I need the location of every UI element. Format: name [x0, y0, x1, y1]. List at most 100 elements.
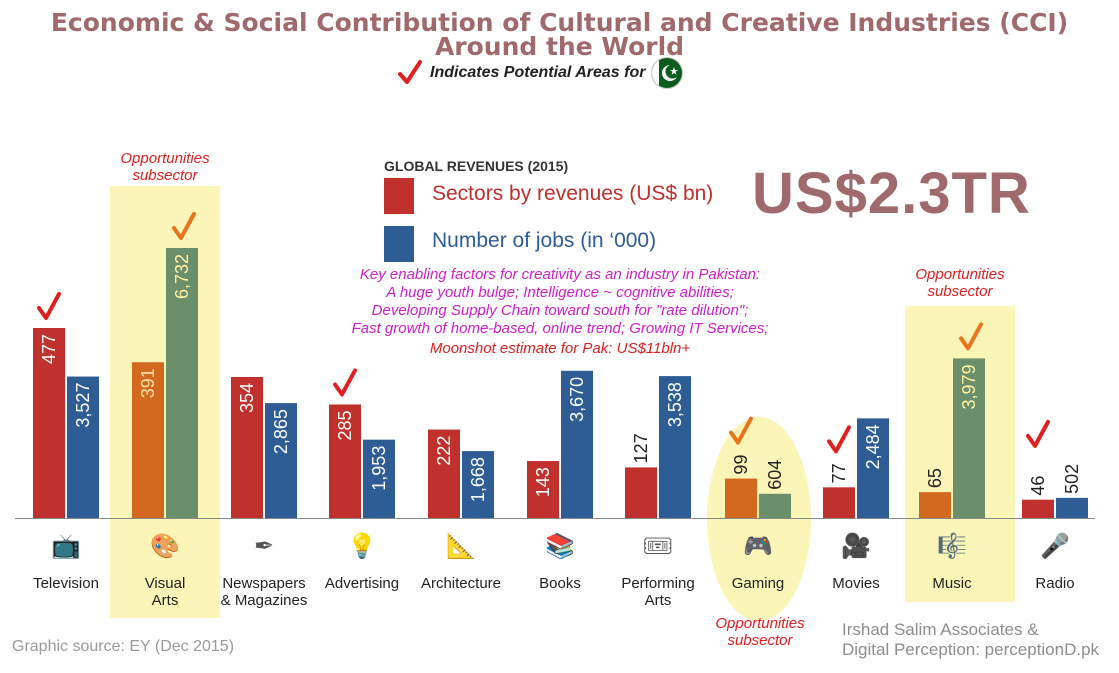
jobs-value-label: 2,865 — [271, 409, 291, 454]
category-label: Movies — [801, 575, 911, 592]
subtitle-text: Indicates Potential Areas for — [430, 64, 646, 81]
revenue-value-label: 477 — [39, 334, 59, 364]
potential-area-checkmark-icon — [827, 425, 851, 454]
revenue-bar — [823, 487, 855, 518]
pen-nib-icon: ✒ — [253, 532, 275, 560]
jobs-value-label: 6,732 — [172, 254, 192, 299]
jobs-value-label: 604 — [765, 460, 785, 490]
microphone-icon: 🎤 — [1040, 532, 1070, 560]
jobs-value-label: 1,668 — [468, 457, 488, 502]
category-label: Television — [11, 575, 121, 592]
factors-line: A huge youth bulge; Intelligence ~ cogni… — [386, 284, 734, 301]
revenue-value-label: 285 — [335, 410, 355, 440]
legend-title: GLOBAL REVENUES (2015) — [384, 158, 569, 174]
opportunities-label-music: Opportunities subsector — [890, 266, 1030, 300]
opportunities-line1: Opportunities — [715, 615, 805, 632]
potential-area-checkmark-icon — [1026, 419, 1050, 448]
category-label: Performing Arts — [603, 575, 713, 609]
chart-title-line1: Economic & Social Contribution of Cultur… — [50, 8, 1069, 37]
category-label-line: Architecture — [420, 575, 502, 592]
music-staff-icon: 🎼 — [937, 532, 967, 560]
credits: Irshad Salim Associates & Digital Percep… — [842, 620, 1099, 660]
ticket-icon: 🎟 — [642, 532, 674, 560]
moonshot-estimate: Moonshot estimate for Pak: US$11bln+ — [429, 340, 691, 357]
category-label: Architecture — [406, 575, 516, 592]
opportunities-line2: subsector — [927, 283, 993, 300]
opportunities-line2: subsector — [132, 167, 198, 184]
jobs-value-label: 2,484 — [863, 424, 883, 469]
category-label: Music — [897, 575, 1007, 592]
factors-line: Key enabling factors for creativity as a… — [359, 266, 761, 283]
revenue-value-label: 391 — [138, 368, 158, 398]
jobs-value-label: 3,527 — [73, 383, 93, 428]
revenue-value-label: 77 — [829, 463, 849, 483]
category-label-line: Visual — [144, 575, 186, 592]
jobs-value-label: 3,670 — [567, 377, 587, 422]
category-label-line: Television — [33, 575, 99, 592]
pakistan-flag-icon — [651, 57, 684, 89]
legend-jobs-swatch — [384, 226, 414, 262]
legend-revenues-label: Sectors by revenues (US$ bn) — [432, 182, 714, 205]
checkmark-icon — [398, 60, 422, 84]
jobs-bar — [363, 439, 395, 518]
revenue-bar — [428, 429, 460, 518]
potential-area-checkmark-icon — [172, 212, 196, 240]
legend-jobs-label: Number of jobs (in ‘000) — [432, 229, 657, 252]
category-label-line: Movies — [832, 575, 880, 592]
graphic-source: Graphic source: EY (Dec 2015) — [12, 638, 235, 655]
category-label: Newspapers & Magazines — [209, 575, 319, 609]
potential-area-checkmark-icon — [333, 368, 357, 397]
category-label: Books — [505, 575, 615, 592]
jobs-bar — [265, 403, 297, 518]
chart-baseline — [15, 518, 1095, 519]
highlight-gaming — [707, 417, 811, 621]
revenue-bar — [725, 478, 757, 518]
category-label: Radio — [1000, 575, 1110, 592]
opportunities-label-gaming: Opportunities subsector — [690, 615, 830, 649]
category-label-line: Arts — [151, 592, 179, 609]
jobs-bar — [857, 418, 889, 518]
category-label-line: Music — [932, 575, 972, 592]
subtitle-row: Indicates Potential Areas for — [398, 57, 684, 89]
jobs-value-label: 3,979 — [959, 364, 979, 409]
compass-icon: 📐 — [446, 532, 476, 560]
revenue-value-label: 127 — [631, 433, 651, 463]
category-label: Visual Arts — [110, 575, 220, 609]
revenue-value-label: 65 — [925, 468, 945, 488]
jobs-bar — [67, 376, 99, 518]
category-label-line: Arts — [644, 592, 672, 609]
revenue-value-label: 354 — [237, 383, 257, 413]
potential-area-checkmark-icon — [959, 322, 983, 351]
category-label-line: Advertising — [324, 575, 400, 592]
books-icon: 📚 — [545, 532, 575, 560]
jobs-value-label: 502 — [1062, 464, 1082, 494]
revenue-value-label: 222 — [434, 436, 454, 466]
opportunities-line1: Opportunities — [915, 266, 1005, 283]
category-label-line: Performing — [621, 575, 695, 592]
jobs-bar — [1056, 497, 1088, 518]
jobs-bar — [462, 451, 494, 518]
factors-line: Developing Supply Chain toward south for… — [371, 302, 749, 319]
jobs-value-label: 1,953 — [369, 446, 389, 491]
revenue-value-label: 99 — [731, 455, 751, 475]
revenue-bar — [625, 467, 657, 518]
credit-line2: Digital Perception: perceptionD.pk — [842, 640, 1100, 659]
potential-area-checkmark-icon — [729, 416, 753, 445]
category-label-line: Newspapers — [222, 575, 306, 592]
opportunities-line2: subsector — [727, 632, 793, 649]
potential-area-checkmark-icon — [37, 292, 61, 320]
revenue-bar — [33, 328, 65, 518]
film-camera-icon: 🎥 — [841, 532, 871, 560]
jobs-bar — [759, 493, 791, 518]
jobs-bar — [953, 358, 985, 518]
opportunities-label-visual-arts: Opportunities subsector — [95, 150, 235, 184]
revenue-bar — [329, 404, 361, 518]
revenue-bar — [132, 362, 164, 518]
category-label-line: Gaming — [731, 575, 785, 592]
credit-line1: Irshad Salim Associates & — [842, 620, 1039, 639]
chart-title-line2: Around the World — [434, 32, 685, 61]
tv-icon: 📺 — [51, 532, 81, 560]
lightbulb-icon: 💡 — [347, 532, 377, 560]
revenue-bar — [231, 376, 263, 518]
